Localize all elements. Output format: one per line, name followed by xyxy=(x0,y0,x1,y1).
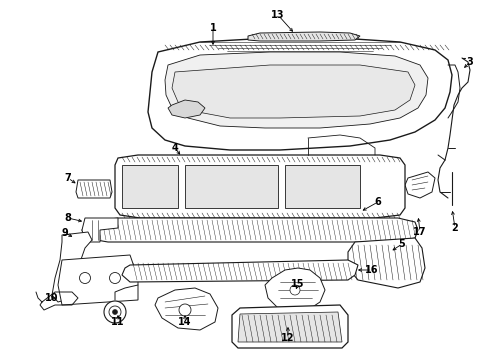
Polygon shape xyxy=(172,65,415,118)
Polygon shape xyxy=(185,165,278,208)
Polygon shape xyxy=(232,305,348,348)
Text: 10: 10 xyxy=(45,293,59,303)
Text: 7: 7 xyxy=(65,173,72,183)
Circle shape xyxy=(179,304,191,316)
Circle shape xyxy=(113,310,118,315)
Text: 3: 3 xyxy=(466,57,473,67)
Polygon shape xyxy=(165,52,428,128)
Text: 5: 5 xyxy=(399,239,405,249)
Polygon shape xyxy=(122,165,178,208)
Polygon shape xyxy=(238,312,342,342)
Polygon shape xyxy=(82,218,418,242)
Text: 14: 14 xyxy=(178,317,192,327)
Polygon shape xyxy=(155,288,218,330)
Polygon shape xyxy=(148,38,452,150)
Text: 2: 2 xyxy=(452,223,458,233)
Polygon shape xyxy=(122,165,178,208)
Circle shape xyxy=(290,285,300,295)
Polygon shape xyxy=(248,32,360,41)
Circle shape xyxy=(109,306,121,318)
Polygon shape xyxy=(122,260,358,282)
Polygon shape xyxy=(405,172,435,198)
Polygon shape xyxy=(115,155,405,218)
Circle shape xyxy=(104,301,126,323)
Circle shape xyxy=(109,273,121,284)
Polygon shape xyxy=(285,165,360,208)
Polygon shape xyxy=(285,165,360,208)
Polygon shape xyxy=(52,232,92,302)
Polygon shape xyxy=(185,165,278,208)
Text: 4: 4 xyxy=(172,143,178,153)
Polygon shape xyxy=(168,100,205,118)
Polygon shape xyxy=(82,218,118,242)
Circle shape xyxy=(79,273,91,284)
Polygon shape xyxy=(265,268,325,312)
Polygon shape xyxy=(76,180,112,198)
Text: 12: 12 xyxy=(281,333,295,343)
Text: 11: 11 xyxy=(111,317,125,327)
Polygon shape xyxy=(348,238,425,288)
Text: 1: 1 xyxy=(210,23,217,33)
Polygon shape xyxy=(58,255,138,305)
Text: 13: 13 xyxy=(271,10,285,20)
Text: 15: 15 xyxy=(291,279,305,289)
Text: 6: 6 xyxy=(375,197,381,207)
Text: 17: 17 xyxy=(413,227,427,237)
Text: 16: 16 xyxy=(365,265,379,275)
Text: 9: 9 xyxy=(62,228,69,238)
Text: 8: 8 xyxy=(65,213,72,223)
